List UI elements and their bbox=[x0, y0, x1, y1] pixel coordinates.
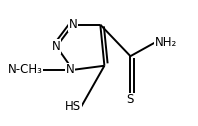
Text: N: N bbox=[69, 18, 77, 31]
Text: HS: HS bbox=[65, 100, 81, 113]
Text: S: S bbox=[127, 93, 134, 106]
Text: N-CH₃: N-CH₃ bbox=[8, 63, 43, 76]
Text: NH₂: NH₂ bbox=[155, 36, 177, 49]
Text: N: N bbox=[52, 40, 61, 53]
Text: N: N bbox=[66, 63, 74, 76]
